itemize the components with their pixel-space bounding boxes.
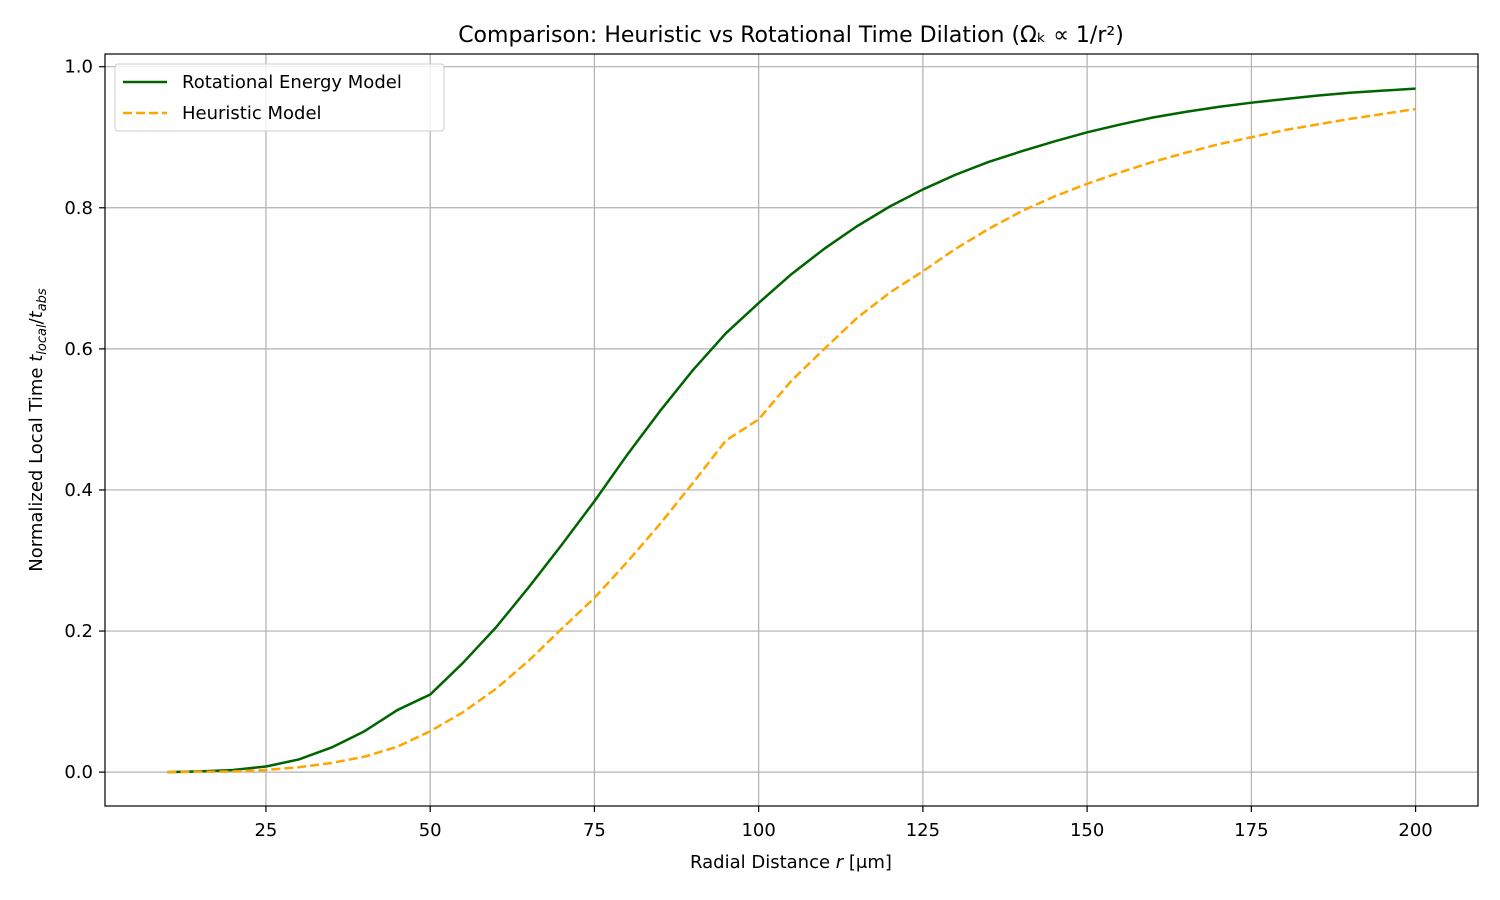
x-axis: 25 50 75 100 125 150 175 200: [254, 806, 1433, 841]
chart-title: Comparison: Heuristic vs Rotational Time…: [458, 23, 1124, 48]
rotational-energy-series-line: [167, 87, 1416, 774]
x-tick-label: 75: [583, 820, 606, 841]
legend-label-rotational: Rotational Energy Model: [182, 72, 402, 93]
x-tick-label: 25: [254, 820, 277, 841]
plot-area-frame: [104, 53, 1479, 807]
x-tick-label: 100: [741, 820, 775, 841]
y-tick-label: 0.8: [64, 198, 93, 219]
legend-label-heuristic: Heuristic Model: [182, 103, 322, 124]
x-axis-label: Radial Distance r [μm]: [690, 852, 892, 873]
y-tick-label: 1.0: [64, 57, 93, 78]
legend: Rotational Energy Model Heuristic Model: [114, 63, 445, 132]
grid-lines: [105, 54, 1478, 806]
x-tick-label: 50: [419, 820, 442, 841]
x-tick-label: 175: [1234, 820, 1268, 841]
y-axis-label: Normalized Local Time tlocal/tabs: [26, 288, 50, 572]
y-tick-label: 0.2: [64, 621, 93, 642]
x-tick-label: 150: [1070, 820, 1104, 841]
heuristic-series-line: [167, 107, 1416, 774]
y-axis: 0.0 0.2 0.4 0.6 0.8 1.0: [64, 57, 105, 783]
y-tick-label: 0.4: [64, 480, 93, 501]
series-lines: [167, 87, 1416, 774]
x-tick-label: 125: [906, 820, 940, 841]
y-tick-label: 0.0: [64, 762, 93, 783]
legend-box: [114, 63, 445, 132]
y-tick-label: 0.6: [64, 339, 93, 360]
x-tick-label: 200: [1398, 820, 1432, 841]
